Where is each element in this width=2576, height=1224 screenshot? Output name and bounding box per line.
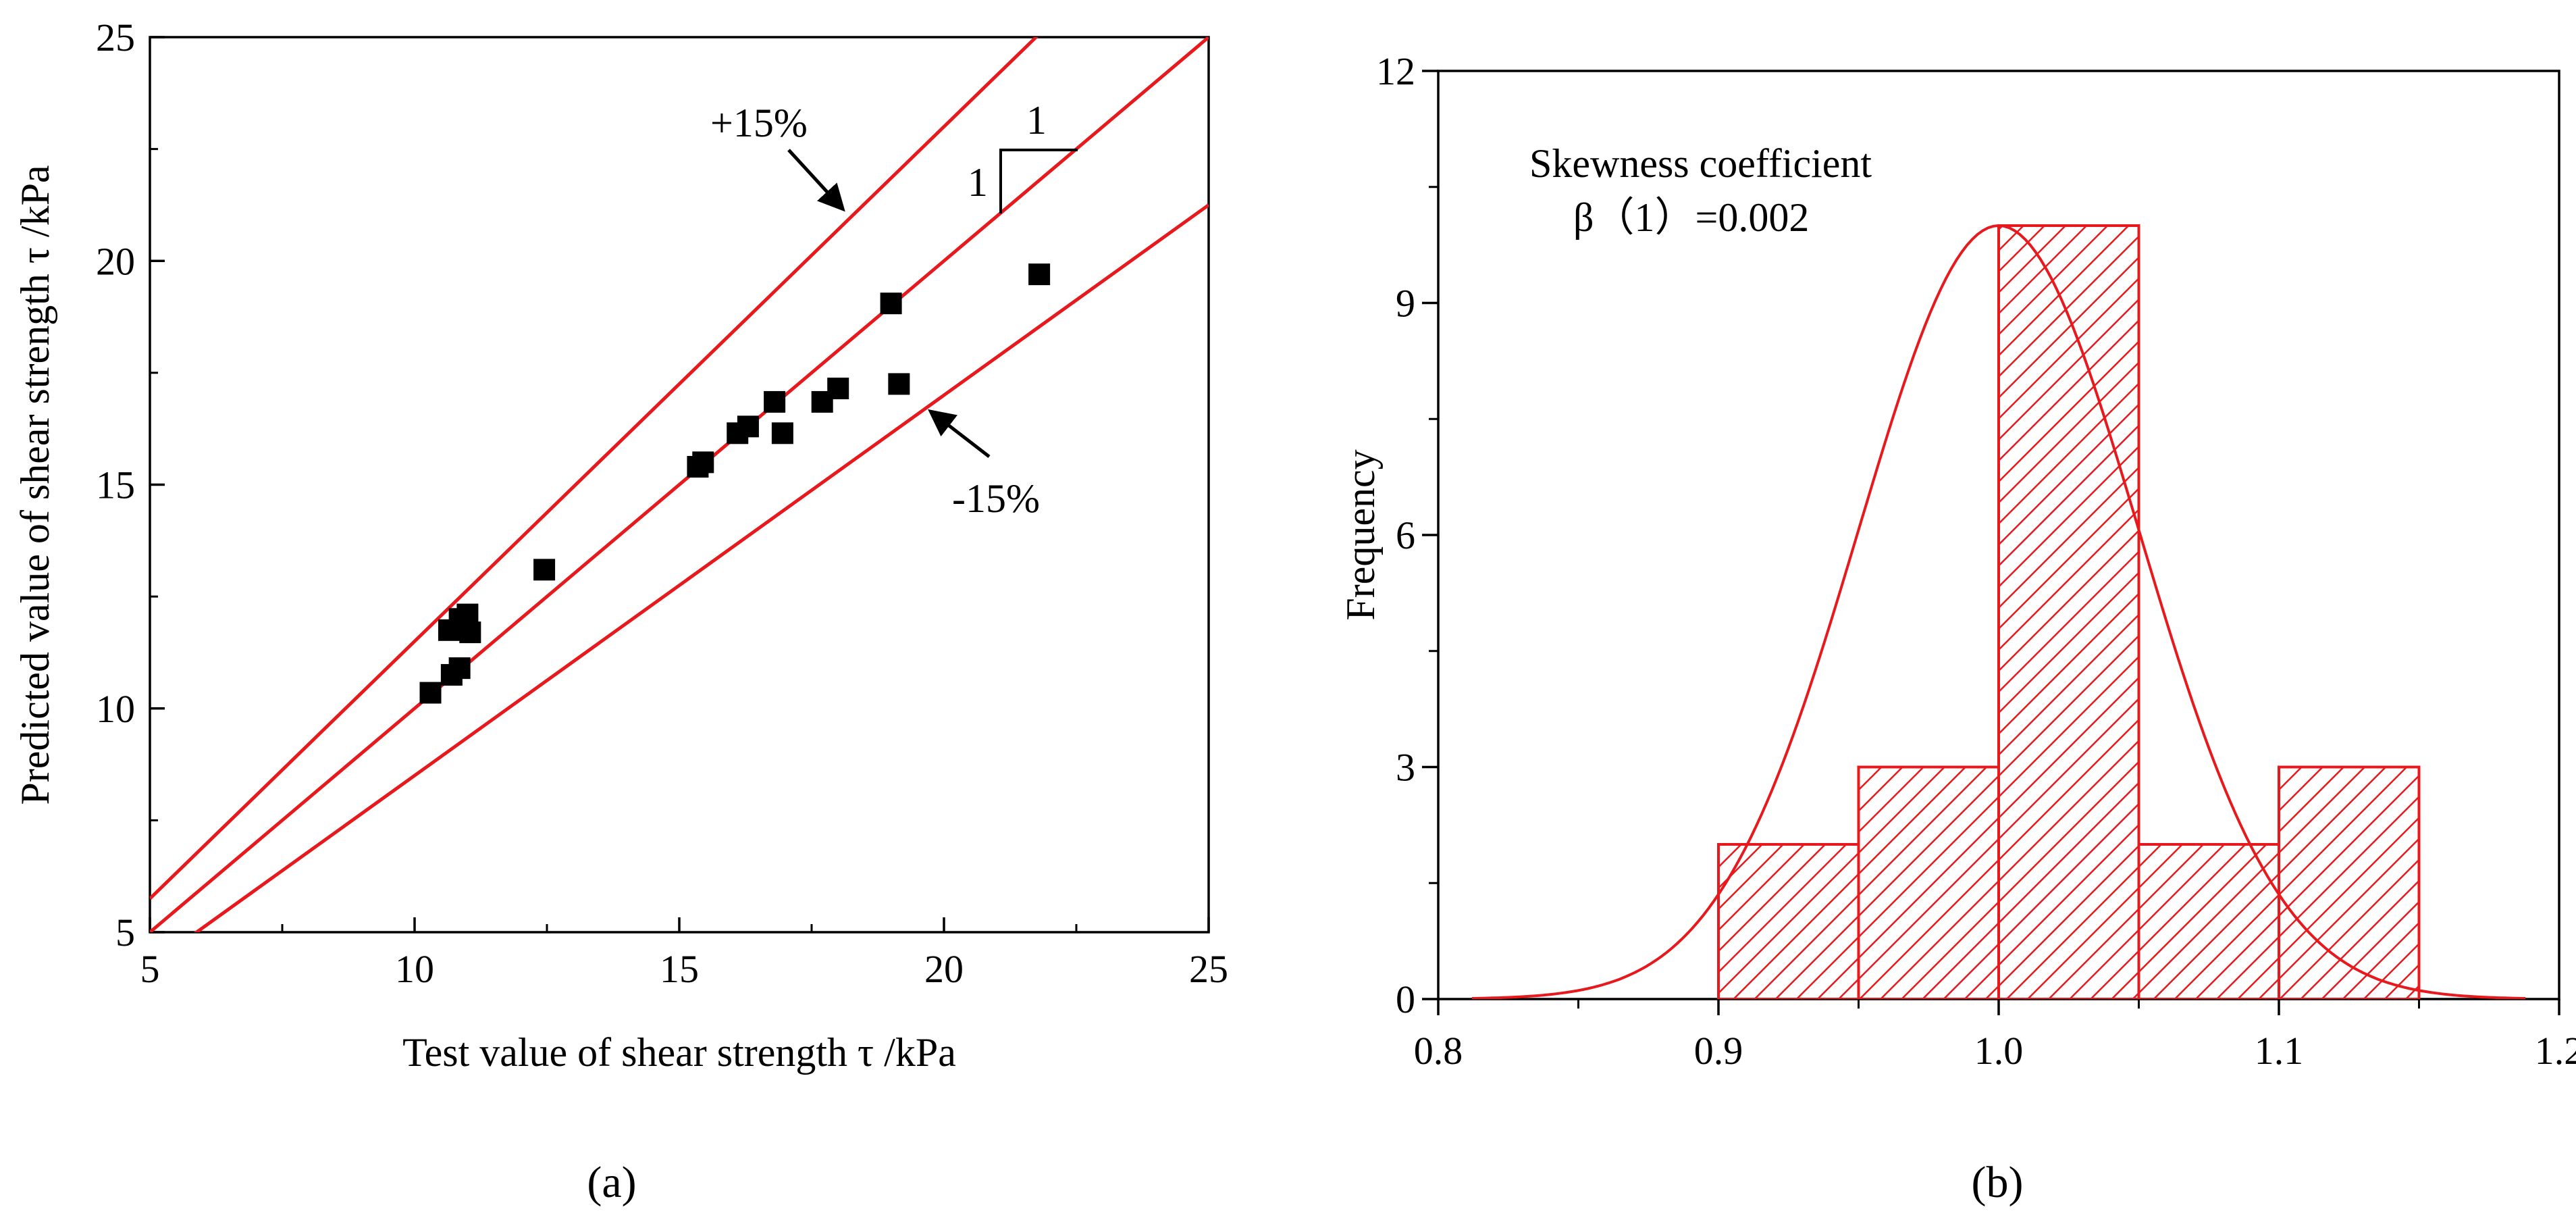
plus15-label: +15% — [710, 101, 808, 145]
histogram-bar — [2278, 765, 2421, 999]
reference-line-plus15pct — [150, 37, 1039, 900]
slope-rise-label: 1 — [968, 160, 988, 205]
reference-lines — [150, 37, 1209, 932]
data-point — [827, 378, 849, 400]
x-tick-label: 5 — [140, 947, 160, 991]
y-axis-label: Predicted value of shear strength τ /kPa — [13, 165, 57, 805]
panel-label-b: (b) — [1972, 1158, 2024, 1207]
x-tick-label: 1.2 — [2535, 1029, 2576, 1073]
y-tick-label: 20 — [96, 239, 135, 283]
x-tick-label: 1.0 — [1974, 1029, 2024, 1073]
x-tick-label: 25 — [1189, 947, 1228, 991]
data-point — [533, 559, 556, 581]
reference-line-1to1 — [150, 37, 1209, 932]
x-tick-label: 15 — [660, 947, 699, 991]
data-point — [692, 451, 714, 474]
y-tick-label: 3 — [1396, 746, 1415, 790]
y-tick-label: 6 — [1396, 513, 1415, 557]
histogram-bar — [1717, 843, 1860, 999]
minus15-annotation: -15% — [928, 409, 1040, 521]
data-point — [419, 682, 442, 704]
slope-marker: 1 1 — [968, 98, 1078, 213]
histogram-chart-panel: 0.8 0.9 1.0 1.1 1.2 0 3 6 9 12 Skewness coeffici… — [1338, 49, 2576, 1207]
data-point — [1028, 263, 1051, 286]
y-tick-label: 25 — [96, 16, 135, 59]
y-ticks: 5 10 15 20 25 — [96, 16, 165, 954]
x-tick-label: 1.1 — [2255, 1029, 2304, 1073]
data-point — [771, 422, 793, 444]
skewness-value: β（1）=0.002 — [1573, 195, 1809, 240]
data-point — [888, 373, 910, 395]
x-axis-label: Test value of shear strength τ /kPa — [402, 1030, 956, 1075]
skewness-title: Skewness coefficient — [1529, 141, 1872, 186]
histogram-bar — [1997, 224, 2140, 999]
slope-run-label: 1 — [1026, 98, 1047, 143]
y-tick-label: 9 — [1396, 282, 1415, 326]
panel-label-a: (a) — [587, 1158, 636, 1207]
histogram-bar — [2137, 843, 2280, 999]
data-point — [764, 390, 786, 413]
x-ticks: 0.8 0.9 1.0 1.1 1.2 — [1414, 999, 2576, 1073]
y-tick-label: 12 — [1376, 49, 1415, 93]
data-points — [419, 263, 1051, 704]
plus15-annotation: +15% — [710, 101, 845, 212]
minus15-label: -15% — [952, 476, 1040, 521]
histogram-bars — [1717, 224, 2421, 999]
scatter-chart-panel: 5 10 15 20 25 5 10 15 20 25 1 1 +15% -15% Test v… — [13, 16, 1228, 1207]
data-point — [880, 292, 902, 315]
x-tick-label: 20 — [924, 947, 964, 991]
x-tick-label: 0.8 — [1414, 1029, 1463, 1073]
data-point — [737, 415, 759, 438]
y-ticks: 0 3 6 9 12 — [1376, 49, 1438, 1021]
x-tick-label: 0.9 — [1694, 1029, 1743, 1073]
x-ticks: 5 10 15 20 25 — [140, 917, 1228, 991]
data-point — [448, 657, 471, 680]
y-tick-label: 15 — [96, 463, 135, 507]
histogram-bar — [1857, 765, 2000, 999]
normal-fit-curve — [1471, 224, 2526, 999]
y-tick-label: 10 — [96, 687, 135, 731]
reference-line-minus15pct — [193, 203, 1209, 932]
data-point — [459, 621, 481, 644]
x-tick-label: 10 — [395, 947, 434, 991]
y-tick-label: 5 — [115, 911, 135, 954]
y-tick-label: 0 — [1396, 977, 1415, 1021]
y-axis-label: Frequency — [1338, 449, 1383, 620]
